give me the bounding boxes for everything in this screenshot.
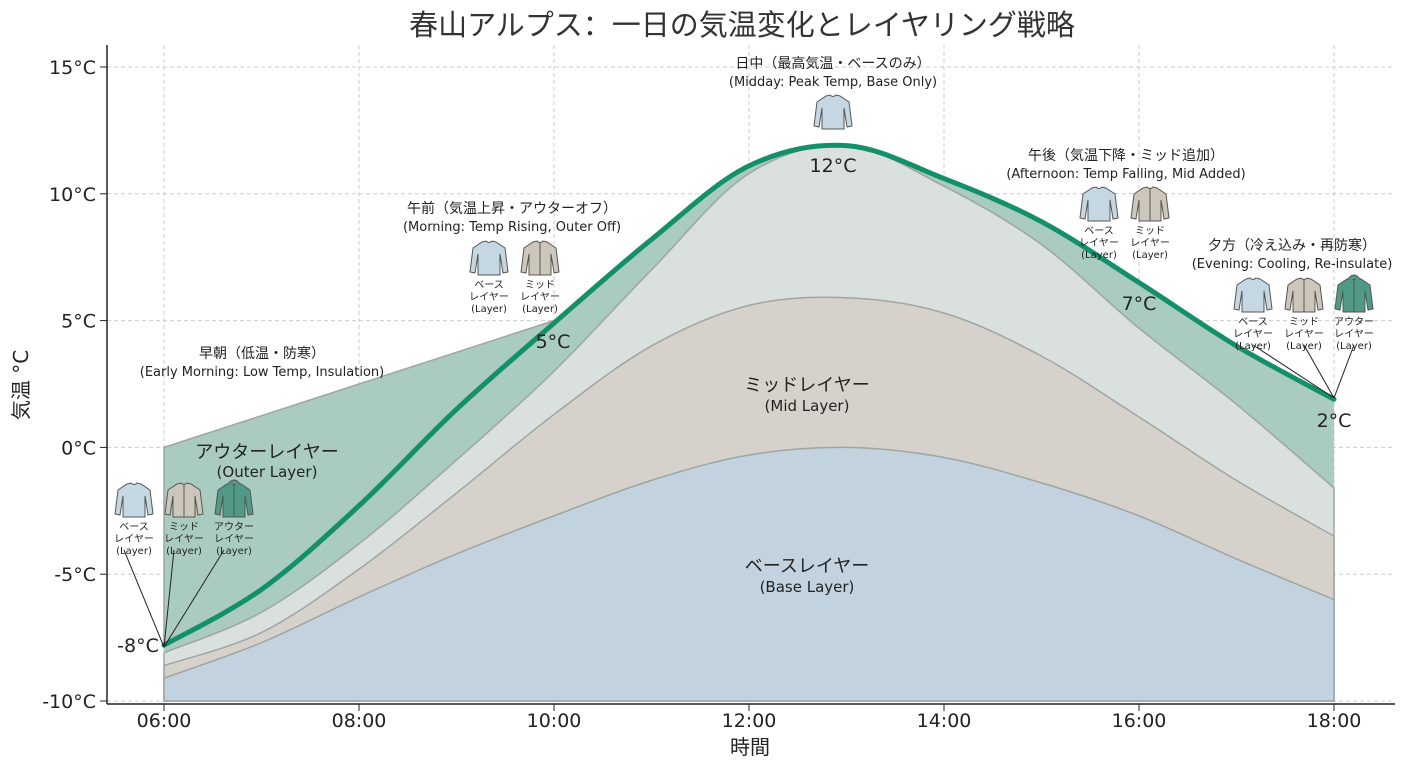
long-sleeve-shirt-icon [1234, 278, 1272, 312]
band-label-en: (Mid Layer) [765, 397, 850, 415]
x-axis-label: 時間 [730, 735, 770, 759]
garment-label: (Layer) [1286, 341, 1322, 352]
phase-title-jp: 早朝（低温・防寒） [199, 345, 325, 362]
garment-label: レイヤー [1284, 329, 1324, 340]
garment-label: レイヤー [1079, 238, 1119, 249]
long-sleeve-shirt-icon [814, 95, 852, 129]
phase-title-jp: 午後（気温下降・ミッド追加） [1028, 148, 1224, 164]
x-tick-label: 06:00 [137, 710, 192, 732]
band-label-en: (Base Layer) [760, 578, 855, 596]
garment-label: アウター [214, 521, 254, 533]
zip-jacket-icon [1285, 278, 1323, 312]
leader-line [124, 550, 164, 647]
garment-label: ベース [1238, 316, 1268, 328]
garment-label: レイヤー [1233, 329, 1273, 340]
base-garment-body [1234, 278, 1272, 312]
garment-label: アウター [1334, 316, 1374, 328]
x-tick-label: 12:00 [722, 710, 777, 732]
garment-label: ミッド [169, 522, 199, 533]
y-tick-label: 5°C [61, 311, 96, 333]
phase-title-jp: 午前（気温上昇・アウターオフ） [407, 200, 617, 217]
base-garment-body [814, 95, 852, 129]
y-tick-label: 0°C [61, 437, 96, 459]
zip-jacket-icon [521, 241, 559, 275]
long-sleeve-shirt-icon [470, 241, 508, 275]
garment-label: (Layer) [1132, 250, 1168, 261]
phase-title-jp: 夕方（冷え込み・再防寒） [1208, 237, 1376, 254]
garment-label: レイヤー [520, 292, 560, 303]
temperature-point-label: 12°C [810, 155, 857, 177]
temperature-point-label: -8°C [117, 635, 159, 657]
band-label-jp: ミッドレイヤー [744, 375, 869, 396]
garment-label: レイヤー [469, 292, 509, 303]
leader-line [1334, 345, 1354, 398]
x-tick-label: 16:00 [1112, 710, 1167, 732]
garment-label: (Layer) [522, 304, 558, 315]
chart-title: 春山アルプス：一日の気温変化とレイヤリング戦略 [409, 8, 1075, 42]
garment-label: (Layer) [216, 546, 252, 557]
phase-title-en: (Midday: Peak Temp, Base Only) [729, 75, 937, 90]
garment-label: ミッド [1135, 226, 1165, 237]
garment-label: レイヤー [164, 534, 204, 545]
garment-label: (Layer) [471, 304, 507, 315]
garment-label: レイヤー [1334, 329, 1374, 340]
hooded-jacket-icon [1335, 275, 1373, 312]
band-label-en: (Outer Layer) [217, 463, 318, 481]
phase-title-jp: 日中（最高気温・ベースのみ） [735, 55, 930, 72]
garment-label: (Layer) [1336, 341, 1372, 352]
garment-label: レイヤー [114, 534, 154, 545]
phase-title-en: (Afternoon: Temp Falling, Mid Added) [1006, 167, 1245, 182]
phase-title-en: (Early Morning: Low Temp, Insulation) [140, 365, 384, 380]
garment-label: ベース [474, 279, 504, 291]
y-tick-label: 10°C [49, 184, 96, 206]
x-tick-label: 10:00 [527, 710, 582, 732]
x-tick-label: 14:00 [917, 710, 972, 732]
hood [1348, 275, 1360, 279]
x-tick-label: 18:00 [1307, 710, 1362, 732]
garment-label: (Layer) [1235, 341, 1271, 352]
garment-label: (Layer) [116, 546, 152, 557]
garment-label: (Layer) [166, 546, 202, 557]
long-sleeve-shirt-icon [1080, 187, 1118, 221]
y-tick-label: -10°C [42, 691, 96, 713]
phase-title-en: (Evening: Cooling, Re-insulate) [1192, 257, 1393, 272]
zip-jacket-icon [1131, 187, 1169, 221]
zip-jacket-icon [165, 483, 203, 517]
base-garment-body [1080, 187, 1118, 221]
base-garment-body [115, 483, 153, 517]
garment-label: ベース [119, 521, 149, 533]
band-label-jp: ベースレイヤー [745, 556, 870, 577]
garment-label: (Layer) [1081, 250, 1117, 261]
band-label-jp: アウターレイヤー [195, 442, 338, 463]
garment-label: ベース [1084, 225, 1114, 237]
garment-label: ミッド [525, 280, 555, 291]
x-tick-label: 08:00 [332, 710, 387, 732]
garment-label: ミッド [1289, 317, 1319, 328]
temperature-point-label: 7°C [1122, 293, 1157, 315]
y-tick-label: -5°C [54, 564, 96, 586]
base-garment-body [470, 241, 508, 275]
garment-label: レイヤー [1130, 238, 1170, 249]
y-tick-label: 15°C [49, 57, 96, 79]
temperature-point-label: 2°C [1317, 410, 1352, 432]
long-sleeve-shirt-icon [115, 483, 153, 517]
temperature-point-label: 5°C [536, 331, 571, 353]
y-axis-label: 気温 °C [9, 350, 33, 420]
garment-label: レイヤー [214, 534, 254, 545]
phase-title-en: (Morning: Temp Rising, Outer Off) [403, 220, 621, 235]
